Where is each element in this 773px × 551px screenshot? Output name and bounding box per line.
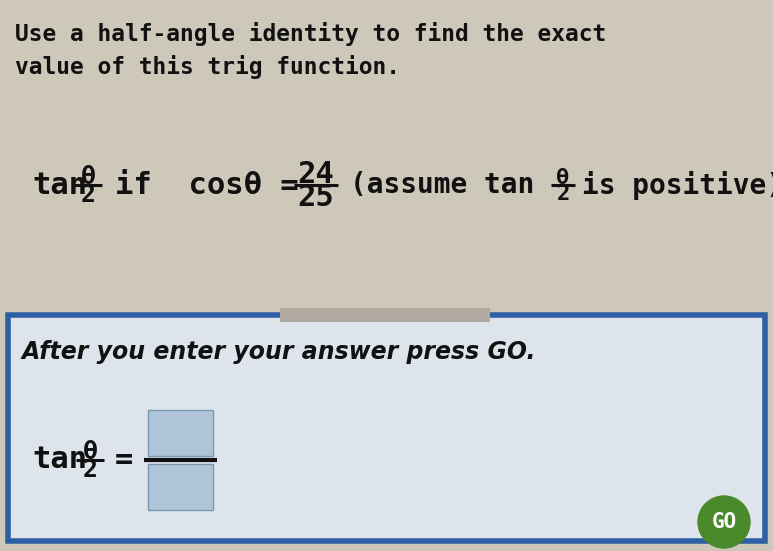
Text: if  cosθ =: if cosθ =: [115, 170, 298, 199]
Text: Use a half-angle identity to find the exact: Use a half-angle identity to find the ex…: [15, 22, 606, 46]
Text: θ: θ: [83, 440, 97, 463]
Text: value of this trig function.: value of this trig function.: [15, 55, 400, 79]
Text: 2: 2: [80, 183, 96, 207]
Text: GO: GO: [711, 512, 737, 532]
Bar: [0, 0, 773, 320]
Bar: [148, 410, 213, 456]
Text: tan: tan: [32, 446, 87, 474]
Text: 24: 24: [298, 160, 335, 189]
Text: θ: θ: [80, 165, 96, 188]
Bar: [280, 308, 490, 322]
FancyBboxPatch shape: [8, 315, 765, 541]
Text: is positive): is positive): [582, 170, 773, 199]
Text: =: =: [115, 446, 134, 474]
Text: 2: 2: [557, 184, 570, 204]
Text: tan: tan: [32, 170, 87, 199]
Text: θ: θ: [557, 168, 570, 187]
Circle shape: [698, 496, 750, 548]
Bar: [148, 464, 213, 510]
Text: (assume tan: (assume tan: [350, 171, 534, 199]
Text: 25: 25: [298, 182, 335, 212]
Text: After you enter your answer press GO.: After you enter your answer press GO.: [22, 340, 536, 364]
Text: 2: 2: [83, 458, 97, 482]
